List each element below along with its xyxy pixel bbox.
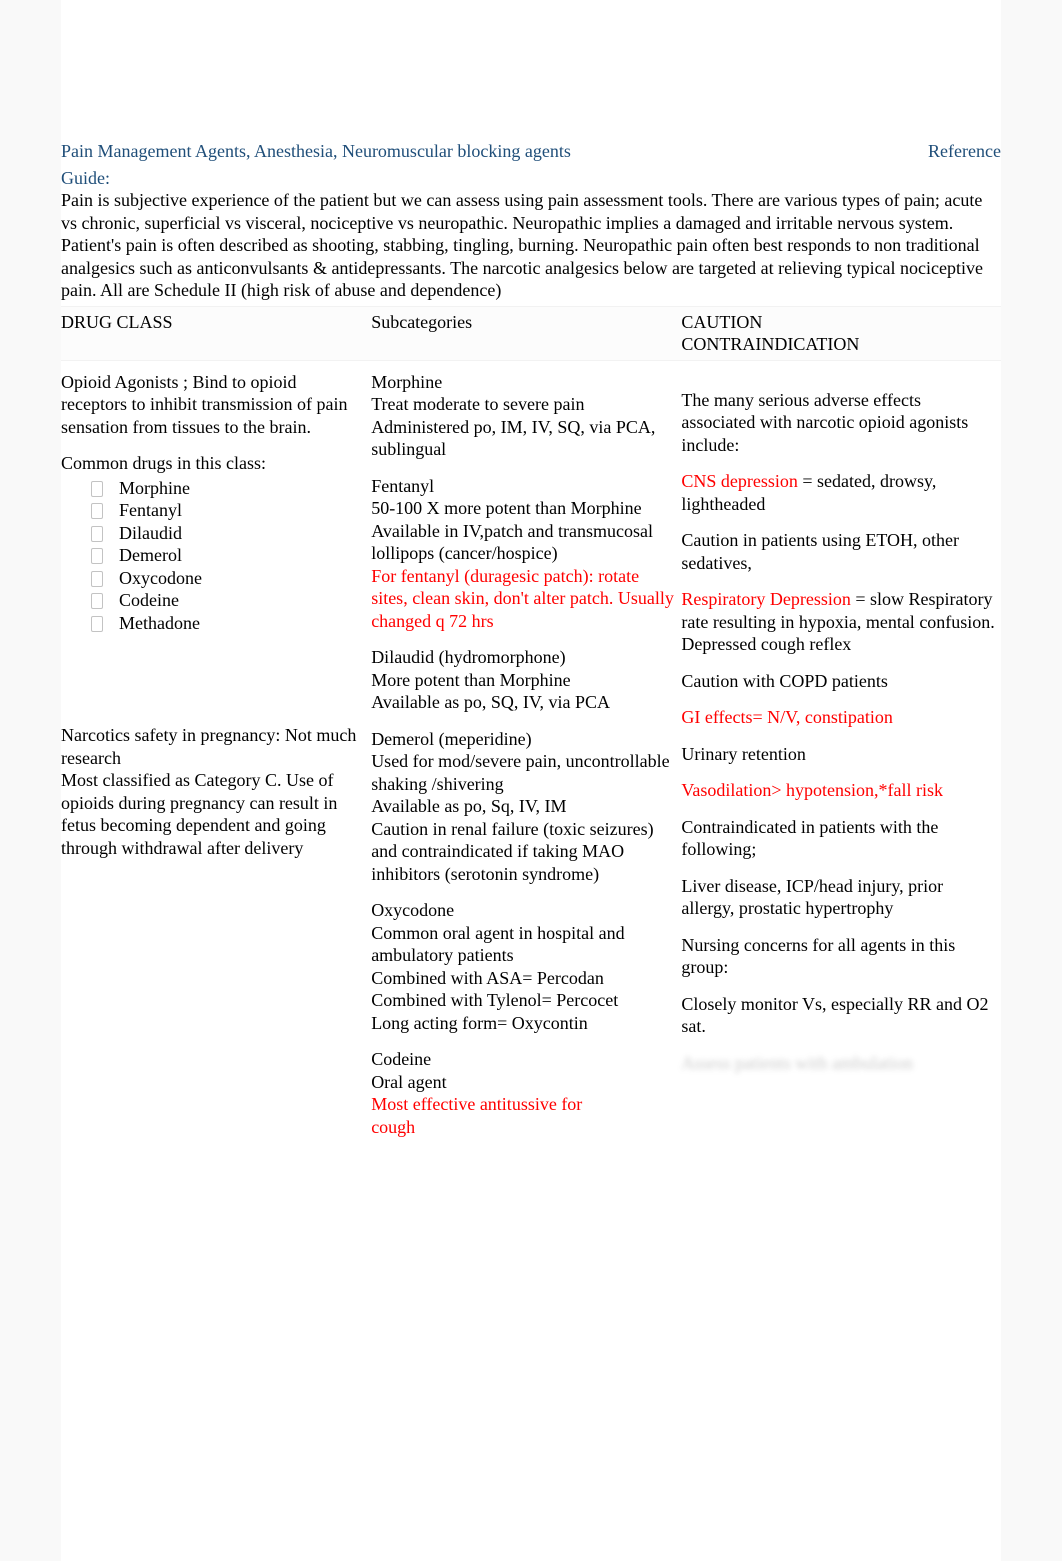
drug-list: Morphine Fentanyl Dilaudid Demerol Oxyco… [61,477,365,635]
copd-caution: Caution with COPD patients [681,670,995,693]
document-page: Pain Management Agents, Anesthesia, Neur… [61,0,1001,1561]
blurred-line: Assess patients with ambulation [681,1052,995,1075]
spacer [61,634,365,724]
header-caution: CAUTION CONTRAINDICATION [681,307,1001,360]
demerol-block: Demerol (meperidine) Used for mod/severe… [371,728,675,886]
list-item: Morphine [91,477,365,500]
morphine-heading: Morphine [371,372,442,392]
urinary-retention: Urinary retention [681,743,995,766]
adverse-intro: The many serious adverse effects associa… [681,389,995,457]
nursing-concerns: Nursing concerns for all agents in this … [681,934,995,979]
fentanyl-heading: Fentanyl [371,476,434,496]
monitor-vs: Closely monitor Vs, especially RR and O2… [681,993,995,1038]
resp-block: Respiratory Depression = slow Respirator… [681,588,995,656]
oxycodone-block: Oxycodone Common oral agent in hospital … [371,899,675,1034]
dilaudid-heading: Dilaudid (hydromorphone) [371,647,565,667]
codeine-text: Oral agent [371,1072,446,1092]
demerol-heading: Demerol (meperidine) [371,729,531,749]
morphine-text: Treat moderate to severe pain Administer… [371,394,655,459]
title-left: Pain Management Agents, Anesthesia, Neur… [61,140,571,163]
column-drug-class: Opioid Agonists ; Bind to opioid recepto… [61,369,371,1141]
title-right: Reference [928,140,1001,163]
gi-effects: GI effects= N/V, constipation [681,706,995,729]
morphine-block: Morphine Treat moderate to severe pain A… [371,371,675,461]
column-subcategories: Morphine Treat moderate to severe pain A… [371,369,681,1141]
liver-disease: Liver disease, ICP/head injury, prior al… [681,875,995,920]
dilaudid-text: More potent than Morphine Available as p… [371,670,610,713]
table-content-row: Opioid Agonists ; Bind to opioid recepto… [61,369,1001,1141]
etoh-caution: Caution in patients using ETOH, other se… [681,529,995,574]
list-item: Fentanyl [91,499,365,522]
cns-red: CNS depression [681,471,798,491]
header-drug-class: DRUG CLASS [61,307,371,360]
table-header-row: DRUG CLASS Subcategories CAUTION CONTRAI… [61,306,1001,361]
contraindicated-label: Contraindicated in patients with the fol… [681,816,995,861]
codeine-red-line2: cough [371,1117,415,1137]
oxycodone-heading: Oxycodone [371,900,454,920]
list-item: Methadone [91,612,365,635]
intro-paragraph: Pain is subjective experience of the pat… [61,189,1001,302]
dilaudid-block: Dilaudid (hydromorphone) More potent tha… [371,646,675,714]
header-caution-line2: CONTRAINDICATION [681,334,859,354]
column-caution: The many serious adverse effects associa… [681,369,1001,1141]
list-item: Oxycodone [91,567,365,590]
fentanyl-block: Fentanyl 50-100 X more potent than Morph… [371,475,675,633]
list-item: Codeine [91,589,365,612]
pregnancy-note: Narcotics safety in pregnancy: Not much … [61,724,365,859]
common-drugs-label: Common drugs in this class: [61,452,365,475]
resp-red: Respiratory Depression [681,589,855,609]
codeine-heading: Codeine [371,1049,431,1069]
list-item: Dilaudid [91,522,365,545]
spacer [681,371,995,389]
demerol-text: Used for mod/severe pain, uncontrollable… [371,751,669,884]
fade-overlay [61,1501,1001,1561]
fentanyl-text: 50-100 X more potent than Morphine Avail… [371,498,653,563]
vasodilation: Vasodilation> hypotension,*fall risk [681,779,995,802]
opioid-intro: Opioid Agonists ; Bind to opioid recepto… [61,371,365,439]
title-row: Pain Management Agents, Anesthesia, Neur… [61,140,1001,163]
oxycodone-text: Common oral agent in hospital and ambula… [371,923,624,1033]
list-item: Demerol [91,544,365,567]
guide-label: Guide: [61,167,1001,190]
codeine-block: Codeine Oral agent Most effective antitu… [371,1048,675,1138]
fentanyl-red-note: For fentanyl (duragesic patch): rotate s… [371,566,674,631]
cns-block: CNS depression = sedated, drowsy, lighth… [681,470,995,515]
codeine-red-line1: Most effective antitussive for [371,1094,582,1114]
header-subcategories: Subcategories [371,307,681,360]
header-caution-line1: CAUTION [681,312,762,332]
